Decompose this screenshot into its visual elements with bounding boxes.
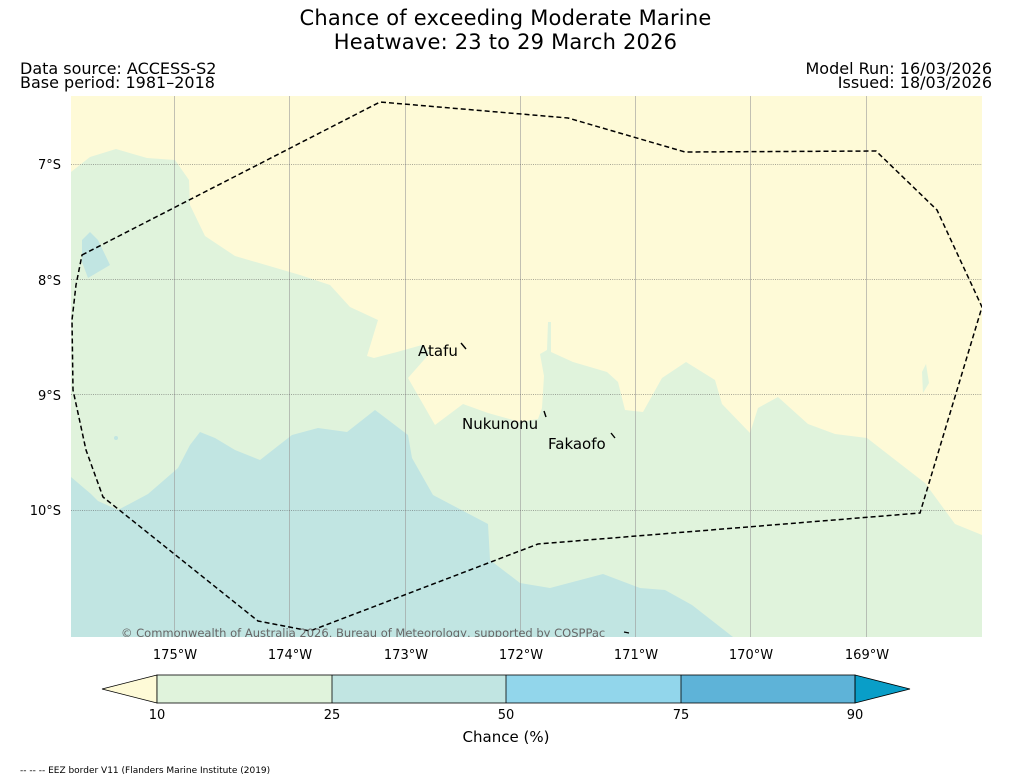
lon-label-173w: 173°W bbox=[384, 648, 428, 663]
lon-label-174w: 174°W bbox=[268, 648, 312, 663]
lat-label-7s: 7°S bbox=[38, 158, 61, 173]
colorbar-title: Chance (%) bbox=[463, 728, 550, 746]
place-label-nukunonu: Nukunonu bbox=[462, 415, 538, 433]
lon-label-175w: 175°W bbox=[153, 648, 197, 663]
longitude-labels: 175°W 174°W 173°W 172°W 171°W 170°W 169°… bbox=[153, 648, 889, 663]
place-label-fakaofo: Fakaofo bbox=[548, 435, 606, 453]
map-title-line-1: Chance of exceeding Moderate Marine bbox=[299, 6, 712, 30]
probability-10-25-patch-east bbox=[922, 364, 929, 393]
colorbar-segment-25-50 bbox=[332, 675, 506, 703]
lon-label-171w: 171°W bbox=[614, 648, 658, 663]
colorbar-ticks: 10 25 50 75 90 bbox=[149, 708, 864, 723]
lat-label-10s: 10°S bbox=[30, 504, 61, 519]
lat-label-9s: 9°S bbox=[38, 389, 61, 404]
parallel-gridlines bbox=[71, 164, 982, 511]
eez-border bbox=[71, 101, 982, 632]
colorbar-legend: 10 25 50 75 90 Chance (%) bbox=[101, 674, 911, 746]
probability-25-50-region bbox=[71, 410, 733, 637]
colorbar-segment-50-75 bbox=[506, 675, 681, 703]
lon-label-169w: 169°W bbox=[845, 648, 889, 663]
colorbar-extend-high bbox=[854, 674, 911, 704]
map-title-line-2: Heatwave: 23 to 29 March 2026 bbox=[333, 30, 678, 54]
colorbar-tick-25: 25 bbox=[324, 708, 341, 723]
colorbar-tick-50: 50 bbox=[498, 708, 515, 723]
meridian-gridlines bbox=[174, 96, 867, 637]
colorbar-extend-low bbox=[101, 674, 158, 704]
map-area: Atafu Nukunonu Fakaofo © Commonwealth of… bbox=[71, 96, 982, 640]
copyright-notice: © Commonwealth of Australia 2026, Bureau… bbox=[121, 626, 605, 640]
colorbar-tick-90: 90 bbox=[847, 708, 864, 723]
lon-label-172w: 172°W bbox=[499, 648, 543, 663]
fakaofo-island-mark bbox=[610, 432, 616, 439]
lat-label-8s: 8°S bbox=[38, 274, 61, 289]
base-period-label: Base period: 1981–2018 bbox=[20, 73, 215, 92]
issued-label: Issued: 18/03/2026 bbox=[837, 73, 992, 92]
nukunonu-island-mark bbox=[543, 410, 547, 418]
place-label-atafu: Atafu bbox=[418, 342, 458, 360]
colorbar-segment-10-25 bbox=[157, 675, 332, 703]
colorbar-dividers bbox=[331, 675, 682, 703]
small-island-mark bbox=[623, 631, 630, 634]
latitude-labels: 7°S 8°S 9°S 10°S bbox=[30, 158, 61, 519]
colorbar-tick-75: 75 bbox=[673, 708, 690, 723]
lon-label-170w: 170°W bbox=[729, 648, 773, 663]
probability-25-50-dot bbox=[114, 436, 118, 440]
model-run-label: Model Run: 16/03/2026 bbox=[805, 59, 993, 78]
eez-border-footnote: -- -- -- EEZ border V11 (Flanders Marine… bbox=[20, 766, 271, 776]
probability-25-50-patch-west bbox=[82, 232, 110, 278]
colorbar-segment-75-90 bbox=[681, 675, 855, 703]
data-source-label: Data source: ACCESS-S2 bbox=[20, 59, 217, 78]
colorbar-tick-10: 10 bbox=[149, 708, 166, 723]
atafu-island-mark bbox=[460, 342, 467, 350]
